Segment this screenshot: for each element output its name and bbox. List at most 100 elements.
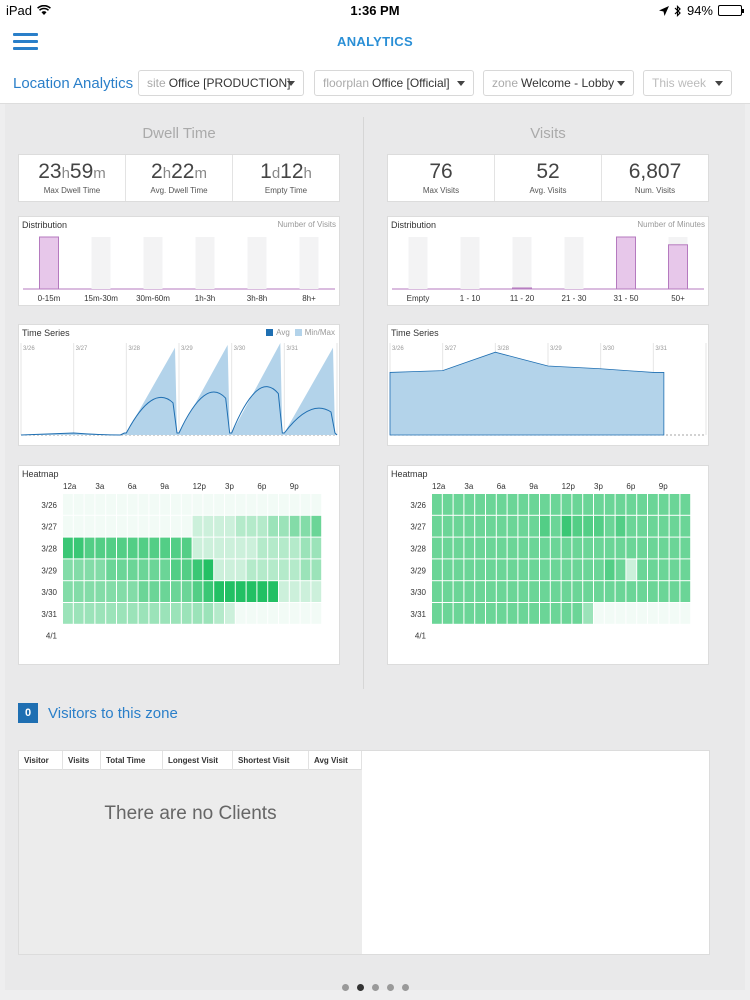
- heatmap-cell: [84, 603, 95, 624]
- heatmap-cell: [648, 515, 658, 537]
- period-select[interactable]: This week: [643, 70, 732, 96]
- heatmap-cell: [192, 581, 203, 602]
- heatmap-cell: [300, 494, 311, 515]
- heatmap-cell: [181, 559, 192, 581]
- floorplan-select[interactable]: floorplan Office [Official]: [314, 70, 474, 96]
- heatmap-cell: [432, 494, 442, 515]
- heatmap-cell: [225, 603, 235, 624]
- page-dot-3[interactable]: [371, 984, 379, 991]
- heatmap-cell: [594, 559, 604, 581]
- column-header-avg-visit[interactable]: Avg Visit: [309, 751, 362, 770]
- heatmap-cell: [311, 581, 322, 602]
- heatmap-x-tick: 9p: [290, 482, 299, 491]
- heatmap-cell: [95, 559, 106, 581]
- page-dot-5[interactable]: [401, 984, 409, 991]
- page-dot-2[interactable]: [356, 984, 364, 991]
- heatmap-cell: [432, 537, 442, 559]
- empty-state-message: There are no Clients: [104, 803, 277, 824]
- timeseries-title: Time Series: [22, 328, 70, 338]
- heatmap-cell: [475, 603, 485, 624]
- heatmap-cell: [257, 603, 268, 624]
- heatmap-cell: [669, 537, 680, 559]
- heatmap-row-label: 3/27: [410, 523, 426, 532]
- heatmap-x-tick: 12p: [193, 482, 207, 491]
- heatmap-cell: [268, 559, 278, 581]
- menu-icon[interactable]: [13, 33, 38, 51]
- column-header-total-time[interactable]: Total Time: [101, 751, 163, 770]
- heatmap-cell: [615, 515, 626, 537]
- heatmap-cell: [550, 581, 561, 602]
- heatmap-cell: [138, 515, 149, 537]
- heatmap-cell: [529, 515, 539, 537]
- timeseries-tick-label: 3/27: [76, 346, 88, 352]
- heatmap-cell: [518, 559, 529, 581]
- bluetooth-icon: [674, 4, 681, 17]
- column-header-visits[interactable]: Visits: [63, 751, 101, 770]
- heatmap-cell: [486, 581, 496, 602]
- heatmap-cell: [550, 537, 561, 559]
- visitors-table: Visitor Visits Total Time Longest Visit …: [18, 750, 710, 955]
- heatmap-cell: [453, 581, 464, 602]
- heatmap-cell: [680, 537, 691, 559]
- visits-distribution-chart: Empty 1 - 10 11 - 20 21 - 30 31 - 50 50+: [392, 236, 704, 303]
- page-dot-4[interactable]: [386, 984, 394, 991]
- column-header-longest-visit[interactable]: Longest Visit: [163, 751, 233, 770]
- heatmap-cell: [181, 494, 192, 515]
- heatmap-x-tick: 6p: [626, 482, 635, 491]
- heatmap-cell: [507, 559, 518, 581]
- heatmap-cell: [235, 581, 246, 602]
- heatmap-cell: [203, 581, 214, 602]
- heatmap-cell: [117, 559, 127, 581]
- page-dot-1[interactable]: [341, 984, 349, 991]
- heatmap-x-tick: 9p: [659, 482, 668, 491]
- heatmap-cell: [127, 537, 138, 559]
- heatmap-cell: [529, 494, 539, 515]
- heatmap-cell: [214, 581, 224, 602]
- heatmap-cell: [496, 494, 507, 515]
- heatmap-cell: [626, 494, 637, 515]
- heatmap-cell: [583, 515, 593, 537]
- heatmap-cell: [475, 559, 485, 581]
- heatmap-cell: [214, 494, 224, 515]
- heatmap-cell: [669, 603, 680, 624]
- heatmap-cell: [300, 603, 311, 624]
- zone-select[interactable]: zone Welcome - Lobby: [483, 70, 634, 96]
- heatmap-cell: [63, 537, 73, 559]
- heatmap-cell: [117, 603, 127, 624]
- distribution-bar-track: [512, 237, 532, 289]
- heatmap-cell: [192, 603, 203, 624]
- heatmap-cell: [648, 537, 658, 559]
- heatmap-cell: [73, 603, 84, 624]
- heatmap-cell: [540, 494, 550, 515]
- column-header-visitor[interactable]: Visitor: [19, 751, 63, 770]
- nav-bar: ANALYTICS: [0, 22, 750, 62]
- heatmap-cell: [442, 559, 453, 581]
- heatmap-cell: [561, 559, 572, 581]
- heatmap-cell: [680, 603, 691, 624]
- heatmap-cell: [669, 559, 680, 581]
- heatmap-cell: [572, 494, 583, 515]
- heatmap-cell: [300, 559, 311, 581]
- timeseries-tick-label: 3/29: [550, 346, 562, 352]
- heatmap-cell: [669, 494, 680, 515]
- distribution-tick-label: 1h-3h: [195, 294, 215, 303]
- heatmap-cell: [246, 515, 257, 537]
- heatmap-x-tick: 3p: [594, 482, 603, 491]
- timeseries-tick-label: 3/27: [445, 346, 457, 352]
- heatmap-cell: [257, 559, 268, 581]
- column-header-shortest-visit[interactable]: Shortest Visit: [233, 751, 309, 770]
- heatmap-cell: [246, 559, 257, 581]
- dwell-timeseries-chart: 3/263/273/283/293/303/314/1: [20, 343, 338, 436]
- heatmap-cell: [615, 581, 626, 602]
- distribution-title: Distribution: [22, 220, 68, 230]
- heatmap-cell: [311, 515, 322, 537]
- heatmap-cell: [95, 494, 106, 515]
- heatmap-cell: [117, 494, 127, 515]
- site-select[interactable]: site Office [PRODUCTION]: [138, 70, 304, 96]
- heatmap-cell: [246, 581, 257, 602]
- heatmap-cell: [583, 603, 593, 624]
- heatmap-cell: [583, 537, 593, 559]
- heatmap-cell: [192, 494, 203, 515]
- dwell-distribution-chart: 0-15m 15m-30m 30m-60m 1h-3h 3h-8h 8h+: [23, 236, 335, 303]
- heatmap-cell: [464, 494, 475, 515]
